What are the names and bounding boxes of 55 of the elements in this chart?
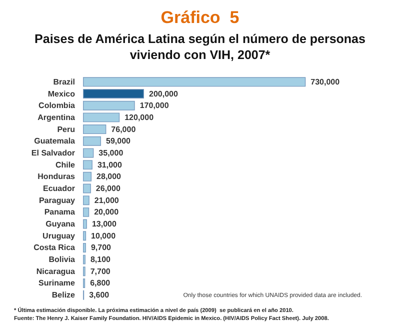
bar (83, 172, 92, 182)
bar (83, 100, 135, 110)
bar (83, 196, 90, 206)
bar (83, 231, 86, 241)
bar (83, 242, 86, 252)
data-label: 21,000 (94, 196, 120, 205)
data-label: 35,000 (98, 148, 124, 158)
data-label: 730,000 (310, 77, 340, 86)
y-tick-label: Ecuador (42, 184, 75, 193)
y-tick-label: Honduras (38, 172, 76, 182)
data-label: 26,000 (96, 184, 121, 193)
data-label: 13,000 (92, 220, 117, 229)
bar (83, 207, 90, 217)
bar (83, 219, 87, 229)
data-label: 20,000 (94, 208, 120, 217)
data-label: 10,000 (91, 231, 116, 240)
bar (83, 136, 101, 146)
y-tick-label: Peru (57, 124, 76, 134)
data-label: 170,000 (140, 101, 170, 110)
bar (83, 124, 106, 134)
bar (83, 160, 92, 170)
bar (83, 148, 94, 158)
y-tick-label: Paraguay (38, 196, 76, 205)
y-tick-label: Uruguay (42, 231, 76, 240)
bar (83, 184, 91, 194)
y-tick-label: Suriname (38, 278, 76, 288)
y-tick-label: Guyana (46, 220, 76, 229)
data-label: 120,000 (124, 112, 154, 122)
y-tick-label: Guatemala (34, 136, 76, 146)
data-label: 28,000 (96, 172, 122, 182)
data-label: 7,700 (90, 266, 111, 276)
y-tick-label: Argentina (38, 112, 76, 122)
y-tick-label: Bolivia (48, 255, 76, 264)
chart-subtitle: Paises de América Latina según el número de personas viviendo con VIH, 2007* (34, 32, 366, 62)
bar (83, 112, 120, 122)
data-label: 3,600 (89, 290, 110, 300)
y-tick-label: Colombia (38, 101, 76, 110)
y-tick-label: El Salvador (31, 148, 75, 158)
y-tick-label: Belize (52, 290, 76, 300)
data-label: 76,000 (111, 124, 136, 134)
data-label: 31,000 (97, 160, 122, 170)
data-label: 8,100 (90, 255, 112, 264)
chart-title: Gráfico 5 (160, 8, 240, 27)
bar (83, 89, 144, 98)
y-tick-label: Mexico (48, 89, 76, 98)
y-tick-label: Brazil (53, 77, 75, 86)
data-label: 9,700 (90, 243, 112, 252)
y-tick-label: Nicaragua (36, 266, 76, 276)
y-tick-label: Costa Rica (34, 243, 76, 252)
y-tick-label: Panama (44, 208, 76, 217)
data-label: 200,000 (149, 89, 178, 98)
data-label: 59,000 (106, 136, 132, 146)
data-label: 6,800 (90, 278, 111, 288)
bar (83, 77, 306, 87)
y-tick-label: Chile (55, 160, 76, 170)
